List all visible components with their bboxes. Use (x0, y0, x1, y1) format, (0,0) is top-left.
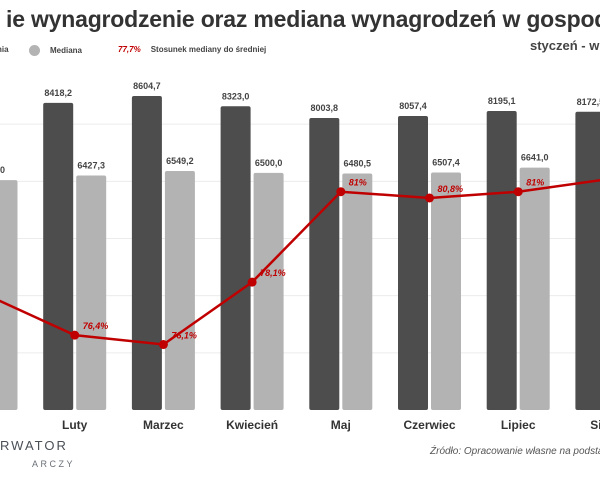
x-tick-label: Luty (62, 418, 88, 432)
ratio-point (513, 187, 523, 197)
ratio-point (70, 330, 80, 340)
x-tick-label: Czerwiec (403, 418, 455, 432)
bar-average (398, 115, 428, 411)
data-label-average: 8604,7 (133, 81, 161, 91)
data-label-median: 0 (0, 165, 5, 175)
data-label-median: 6480,5 (344, 159, 372, 169)
x-tick-label: Marzec (143, 418, 184, 432)
ratio-point (247, 277, 257, 287)
data-label-median: 6427,3 (77, 160, 105, 170)
source-note: Źródło: Opracowanie własne na podsta (430, 446, 600, 457)
logo-subtext: ARCZY (32, 459, 76, 469)
data-label-median: 6507,4 (432, 158, 460, 168)
bar-median (76, 175, 107, 410)
legend-swatch-median (29, 45, 40, 56)
ratio-line (0, 178, 600, 346)
data-label-average: 8057,4 (399, 101, 427, 111)
bar-average (486, 110, 517, 410)
x-tick-label: Lipiec (501, 418, 536, 432)
ratio-point (336, 187, 346, 197)
legend-label-median: Mediana (50, 46, 83, 55)
bar-median (164, 171, 195, 410)
bar-median (253, 172, 284, 410)
chart-title: ie wynagrodzenie oraz mediana wynagrodze… (6, 6, 600, 32)
legend-item-median: Mediana (29, 45, 82, 56)
x-tick-label: Sierpi (590, 418, 600, 432)
bar-average (131, 96, 162, 410)
chart-subtitle: styczeń - w (530, 38, 600, 53)
bar-average (575, 111, 600, 410)
ratio-label: 80,8% (438, 184, 464, 194)
data-label-average: 8418,2 (44, 88, 72, 98)
data-label-average: 8323,0 (222, 91, 250, 101)
legend-label-average: nia (0, 45, 9, 54)
bar-average (220, 106, 251, 410)
data-label-median: 6500,0 (255, 158, 283, 168)
data-label-median: 6641,0 (521, 153, 549, 163)
x-tick-label: Kwiecień (226, 418, 278, 432)
legend-label-ratio: Stosunek mediany do średniej (150, 45, 267, 54)
logo-text: RWATOR (0, 438, 68, 453)
legend-value-ratio: 77,7% (118, 45, 141, 54)
ratio-point (425, 193, 434, 203)
ratio-label: 76,1% (171, 331, 197, 341)
bar-median (519, 167, 550, 410)
ratio-label: 81% (349, 178, 367, 188)
data-label-median: 6549,2 (166, 156, 194, 166)
ratio-label: 81% (526, 178, 544, 188)
bar-median (342, 173, 373, 410)
bar-average (43, 102, 74, 410)
data-label-average: 8003,8 (311, 103, 339, 113)
data-label-average: 8172,5 (577, 97, 600, 107)
data-label-average: 8195,1 (488, 96, 516, 106)
ratio-label: 76,4% (83, 321, 109, 331)
ratio-point (158, 340, 168, 350)
bar-median (431, 172, 461, 410)
bar-average (309, 117, 340, 411)
ratio-label: 78,1% (260, 268, 286, 278)
legend-item-ratio: 77,7% Stosunek mediany do średniej (118, 45, 266, 54)
legend-item-average: nia (0, 45, 9, 54)
bar-median (0, 180, 18, 410)
x-tick-label: Maj (331, 418, 351, 432)
